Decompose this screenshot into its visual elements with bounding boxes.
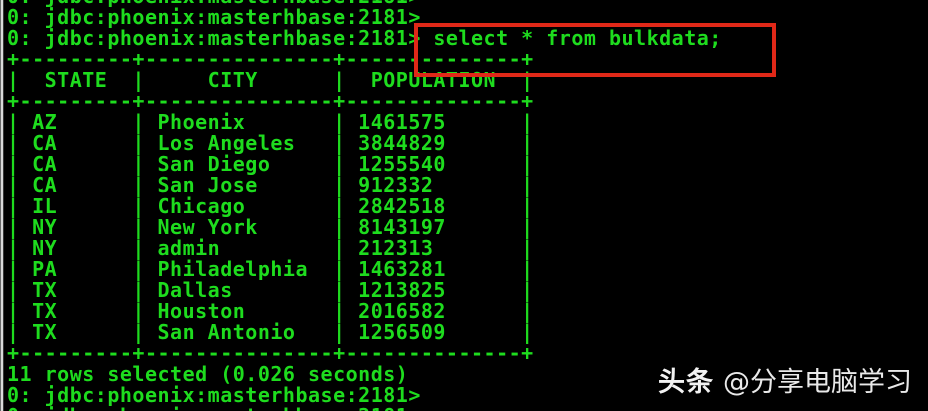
terminal-output[interactable]: 0: jdbc:phoenix:masterhbase:2181> 0: jdb… bbox=[7, 0, 722, 411]
left-scrollbar[interactable] bbox=[0, 0, 4, 411]
watermark-handle: @分享电脑学习 bbox=[723, 367, 912, 398]
watermark-brand: 头条 bbox=[658, 367, 714, 398]
watermark: 头条 @分享电脑学习 bbox=[658, 367, 912, 399]
